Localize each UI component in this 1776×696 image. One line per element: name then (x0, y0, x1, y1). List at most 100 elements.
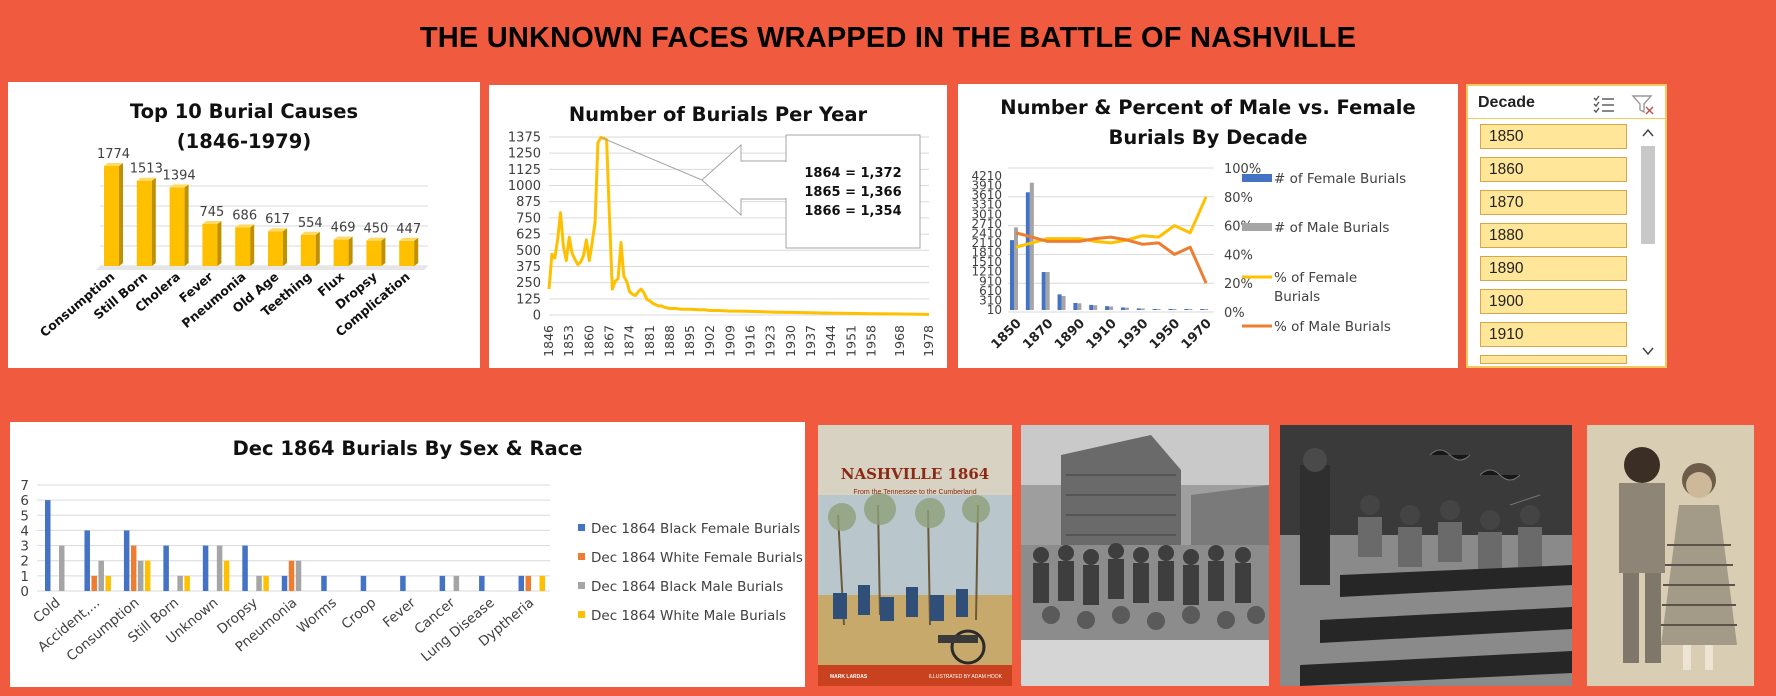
callout-text: 1864 = 1,372 (804, 166, 901, 181)
x-tick-label: 1870 (1020, 316, 1056, 352)
legend-label: Burials (1274, 289, 1320, 305)
y-tick-label: 3310 (971, 198, 1002, 212)
slicer-scrollbar[interactable] (1637, 124, 1659, 364)
x-tick-label: 1874 (622, 325, 637, 357)
x-tick-label: 1895 (682, 325, 697, 357)
y-tick-label: 3610 (971, 188, 1002, 202)
x-tick-label: 1944 (823, 325, 838, 357)
x-tick-label: 1970 (1179, 316, 1215, 352)
clear-filter-icon[interactable] (1631, 94, 1655, 116)
y-tick-label: 2110 (971, 236, 1002, 250)
chart-subtitle: (1846-1979) (176, 130, 312, 153)
chart-floor (96, 266, 428, 270)
female-bar (1025, 192, 1030, 310)
column-bar (91, 575, 97, 591)
bar-side (217, 221, 222, 266)
book-title: NASHVILLE 1864 (840, 465, 990, 483)
bar-top (366, 237, 386, 241)
bar-top (268, 228, 287, 232)
percent-line (1015, 196, 1208, 249)
data-label: 1394 (163, 168, 196, 183)
bar-still-born (136, 180, 152, 266)
page-title: THE UNKNOWN FACES WRAPPED IN THE BATTLE … (419, 22, 1357, 54)
slicer-item-1880[interactable]: 1880 (1480, 223, 1627, 248)
column-bar (295, 560, 302, 591)
callout-text: 1866 = 1,354 (804, 204, 901, 219)
bar-top (300, 231, 320, 235)
legend-swatch (1242, 223, 1272, 231)
decade-slicer[interactable]: Decade 1850 1860 1870 1880 1890 1900 1910 (1466, 84, 1667, 368)
x-tick-label: 1950 (1147, 316, 1183, 352)
burials-per-year-chart[interactable]: Number of Burials Per Year 0 125 250 375 500… (489, 85, 947, 368)
column-bar (400, 575, 406, 591)
bar-consumption (104, 166, 119, 266)
multi-select-icon[interactable] (1592, 94, 1616, 114)
female-bar (1184, 309, 1189, 310)
male-bar (1077, 303, 1082, 310)
y-tick-label: 500 (516, 244, 541, 259)
y-tick-label: 610 (979, 284, 1002, 298)
y-tick-label: 10 (987, 303, 1002, 317)
y-tick-label: 4210 (971, 169, 1002, 183)
male-bar (1156, 309, 1161, 310)
male-bar (1061, 295, 1066, 310)
scrollbar-thumb[interactable] (1641, 146, 1655, 244)
column-bar (123, 530, 130, 591)
y-tick-label: 3910 (971, 179, 1002, 193)
y-tick-label: 125 (516, 292, 541, 307)
legend-swatch (578, 611, 585, 618)
book-subtitle: From the Tennessee to the Cumberland (853, 489, 977, 496)
y-tick-label: 250 (516, 276, 541, 291)
x-tick-label: 1860 (581, 325, 596, 357)
slicer-item-1860[interactable]: 1860 (1480, 157, 1627, 182)
category-label: Croop (339, 595, 380, 633)
category-label: Worms (294, 595, 340, 637)
female-bar (1073, 302, 1078, 310)
bar-side (250, 224, 255, 266)
sex-by-decade-chart[interactable]: Number & Percent of Male vs. Female Buri… (958, 84, 1458, 368)
y-tick-label: 1 (20, 569, 29, 585)
bar-top (136, 177, 156, 181)
data-label: 617 (265, 212, 290, 227)
bar-side (283, 228, 287, 266)
x-tick-label: 1867 (601, 325, 616, 357)
male-bar (1029, 182, 1034, 310)
male-bar (1014, 227, 1018, 310)
male-bar (1140, 308, 1145, 310)
percent-line (1015, 231, 1208, 284)
bar-teething (300, 234, 316, 266)
slicer-item-1910[interactable]: 1910 (1480, 322, 1627, 347)
y-tick-label: 1375 (508, 131, 541, 146)
x-tick-label: 1850 (989, 316, 1025, 352)
x-tick-label: 1853 (561, 325, 576, 357)
bar-side (151, 177, 156, 266)
slicer-item-partial[interactable] (1480, 355, 1627, 364)
column-bar (263, 575, 269, 591)
book-illustrator: ILLUSTRATED BY ADAM HOOK (928, 674, 1002, 680)
scroll-up-icon[interactable] (1642, 128, 1654, 138)
x-tick-label: 1978 (921, 325, 936, 357)
y-tick-label: 7 (20, 478, 29, 494)
y-tick-label: 0 (20, 584, 29, 600)
y2-tick-label: 0% (1224, 306, 1245, 321)
burial-causes-chart[interactable]: Top 10 Burial Causes (1846-1979) 1774 Con… (8, 82, 480, 368)
y-tick-label: 375 (516, 260, 541, 275)
female-bar (1089, 304, 1094, 310)
column-bar (439, 575, 446, 591)
slicer-item-1890[interactable]: 1890 (1480, 256, 1627, 281)
scroll-down-icon[interactable] (1642, 346, 1654, 356)
bar-top (235, 224, 255, 228)
female-bar (1200, 309, 1205, 310)
column-bar (130, 545, 137, 591)
female-bar (1010, 240, 1014, 310)
y2-tick-label: 40% (1224, 248, 1253, 263)
callout-arrow (701, 143, 787, 217)
male-bar (1109, 306, 1114, 310)
slicer-item-1900[interactable]: 1900 (1480, 289, 1627, 314)
legend-label: # of Male Burials (1274, 220, 1389, 236)
slicer-item-1850[interactable]: 1850 (1480, 124, 1627, 149)
bar-side (119, 163, 123, 266)
slicer-item-1870[interactable]: 1870 (1480, 190, 1627, 215)
